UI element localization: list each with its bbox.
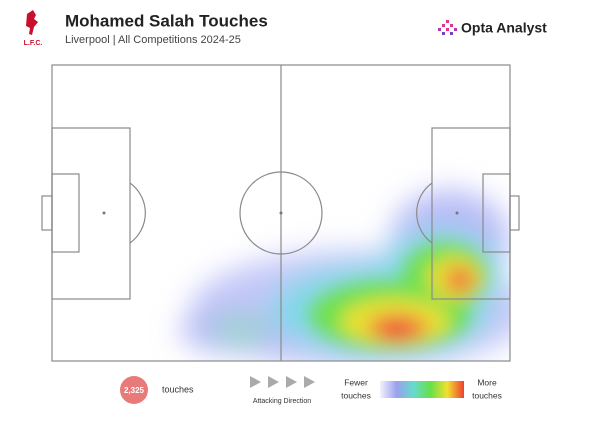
- total-badge: [120, 376, 148, 404]
- direction-arrows: [250, 376, 315, 388]
- legend-gradient: [380, 381, 464, 398]
- heatmap: [180, 190, 510, 361]
- legend-low: touches: [341, 390, 371, 400]
- total-label: touches: [162, 384, 194, 394]
- subtitle: Liverpool | All Competitions 2024-25: [65, 34, 241, 46]
- brand-logo: Opta Analyst: [438, 20, 547, 36]
- pitch: [41, 64, 520, 362]
- brand-name: Opta Analyst: [461, 20, 547, 36]
- legend-high: More: [477, 377, 497, 387]
- club-name: L.F.C.: [24, 40, 43, 47]
- total: 2,325: [124, 386, 145, 395]
- legend-high: touches: [472, 390, 502, 400]
- direction-label: Attacking Direction: [253, 398, 311, 405]
- title: Mohamed Salah Touches: [65, 11, 268, 30]
- center-spot: [279, 211, 283, 215]
- penalty-spot: [102, 211, 106, 215]
- penalty-spot: [455, 211, 459, 215]
- legend-low: Fewer: [344, 377, 368, 387]
- club-crest: L.F.C.: [24, 10, 43, 47]
